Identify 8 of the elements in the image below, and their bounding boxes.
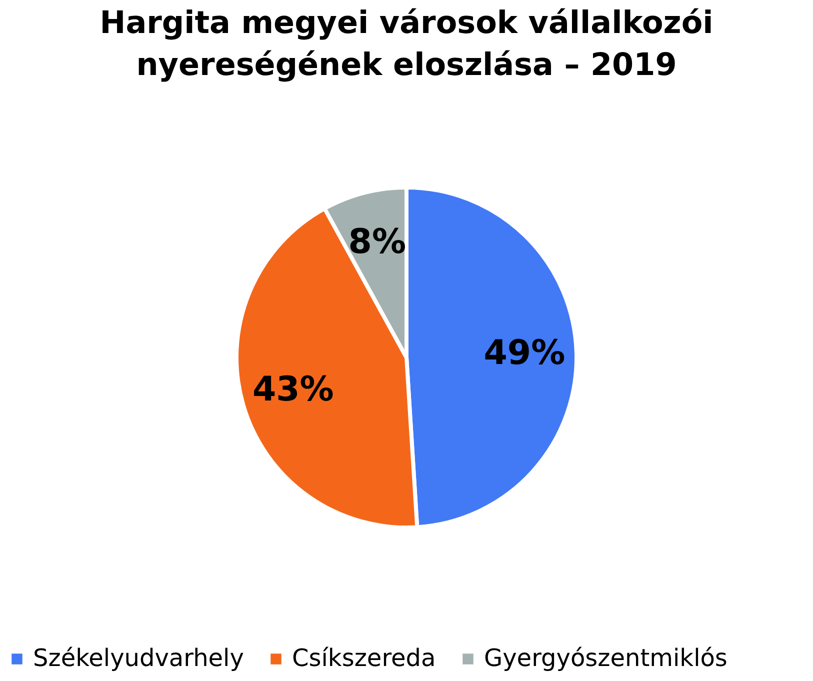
- text: Hargita megyei városok vállalkozói: [100, 5, 714, 41]
- data-label: 43%: [252, 369, 334, 410]
- data-label: 49%: [484, 332, 566, 373]
- text: nyereségének eloszlása – 2019: [136, 47, 677, 83]
- legend-label: Gyergyószentmiklós: [484, 644, 728, 672]
- data-label: 8%: [348, 222, 406, 262]
- legend-label: Csíkszereda: [292, 644, 436, 672]
- legend-label: Székelyudvarhely: [33, 644, 244, 672]
